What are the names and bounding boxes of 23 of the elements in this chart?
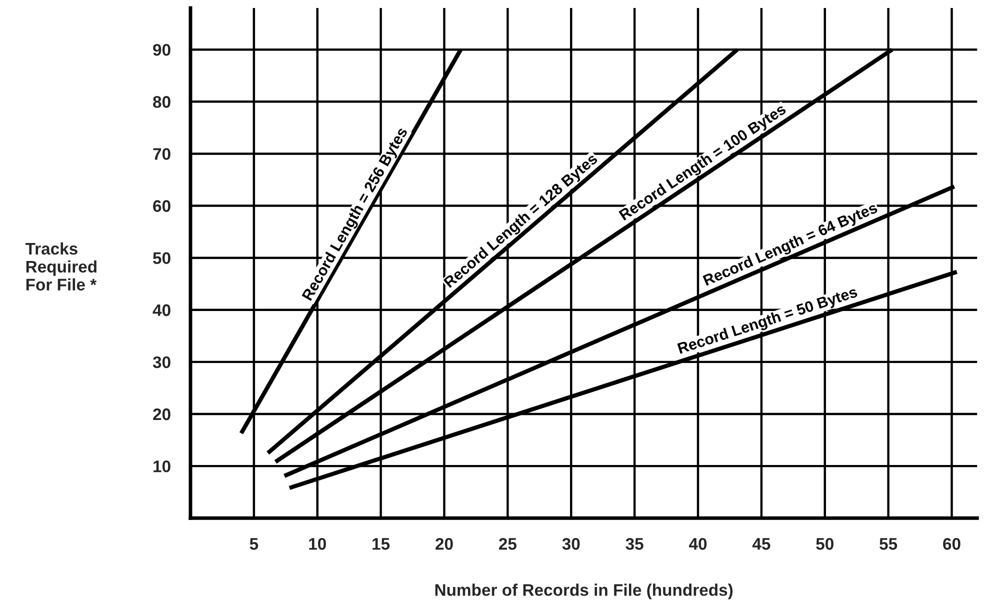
x-tick-label: 35 xyxy=(626,538,644,550)
y-axis-title: Tracks Required For File * xyxy=(25,242,97,291)
x-tick-label: 60 xyxy=(943,538,960,550)
x-tick-label: 50 xyxy=(816,538,834,550)
y-tick-label: 20 xyxy=(153,408,170,420)
x-tick-label: 55 xyxy=(880,538,898,550)
x-tick-label: 30 xyxy=(562,538,580,550)
y-tick-label: 60 xyxy=(153,200,170,212)
y-tick-label: 30 xyxy=(152,356,170,368)
y-tick-label: 40 xyxy=(152,304,170,316)
x-tick-label: 45 xyxy=(752,538,770,550)
x-tick-label: 15 xyxy=(372,538,390,550)
y-tick-label: 80 xyxy=(153,96,170,108)
x-tick-label: 10 xyxy=(309,538,326,550)
x-axis-title: Number of Records in File (hundreds) xyxy=(435,584,733,600)
x-tick-label: 40 xyxy=(688,538,707,550)
y-tick-label: 10 xyxy=(154,460,170,472)
y-tick-label: 90 xyxy=(153,44,170,56)
x-tick-label: 5 xyxy=(250,538,258,550)
x-tick-label: 20 xyxy=(436,538,453,550)
y-tick-label: 50 xyxy=(153,252,170,264)
x-tick-label: 25 xyxy=(498,538,516,550)
y-tick-label: 70 xyxy=(153,148,170,160)
